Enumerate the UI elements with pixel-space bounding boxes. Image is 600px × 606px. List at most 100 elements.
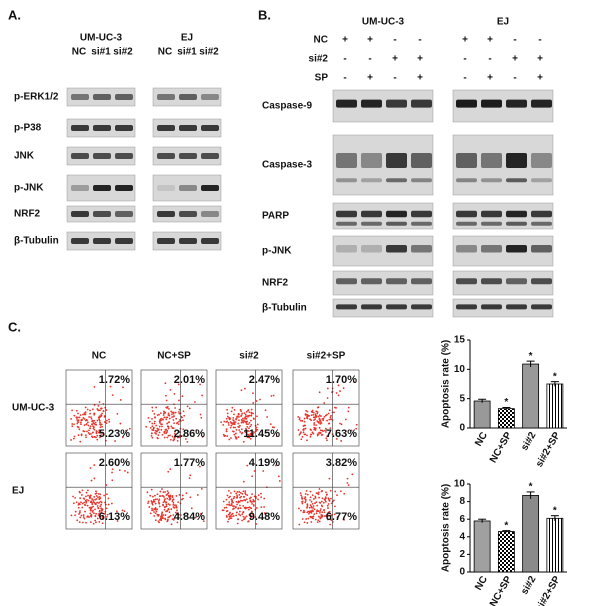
condition-sign: +	[537, 54, 543, 65]
flow-event	[80, 514, 83, 517]
flow-event	[314, 502, 316, 505]
flow-event	[312, 510, 314, 513]
flow-event	[222, 423, 225, 426]
flow-event	[355, 427, 358, 430]
flow-event	[174, 407, 177, 409]
scatter-dots	[70, 385, 131, 443]
flow-event	[323, 515, 326, 518]
flow-event	[309, 504, 312, 507]
flow-event	[326, 397, 329, 399]
flow-event	[111, 394, 114, 397]
bar	[522, 363, 540, 429]
flow-event	[177, 501, 180, 504]
flow-event	[153, 508, 156, 510]
flow-event	[96, 517, 99, 520]
flow-event	[168, 417, 171, 420]
flow-event	[237, 500, 240, 503]
flow-event	[250, 507, 253, 510]
flow-event	[79, 421, 82, 424]
flow-event	[96, 501, 98, 504]
group-label: UM-UC-3	[80, 33, 123, 44]
condition-sign: -	[463, 73, 466, 84]
flow-event	[148, 420, 151, 423]
flow-event	[175, 506, 178, 509]
flow-event	[170, 425, 173, 428]
lower-right-percent: 7.63%	[326, 428, 357, 440]
flow-event	[77, 434, 80, 437]
flow-event	[80, 501, 82, 504]
flow-event	[244, 493, 247, 496]
flow-event	[298, 417, 301, 419]
flow-event	[154, 512, 157, 515]
blot-band	[71, 211, 89, 217]
bar	[546, 517, 564, 573]
flow-event	[165, 416, 168, 419]
flow-event	[301, 518, 304, 520]
flow-event	[325, 431, 327, 433]
blot-band	[411, 99, 432, 108]
scatter-dots	[146, 465, 205, 526]
flow-event	[230, 517, 233, 520]
flow-event	[248, 421, 251, 424]
flow-event	[273, 426, 276, 429]
flow-event	[226, 509, 229, 512]
flow-event	[346, 477, 349, 480]
flow-event	[93, 496, 96, 498]
flow-event	[87, 431, 90, 434]
flow-event	[99, 493, 102, 496]
flow-event	[166, 431, 168, 434]
flow-event	[244, 516, 247, 519]
flow-event	[320, 514, 323, 516]
condition-sign: +	[367, 73, 373, 84]
panel-label: A.	[8, 7, 21, 22]
flow-event	[307, 517, 310, 520]
flow-event	[167, 492, 170, 494]
flow-event	[250, 411, 253, 414]
blot-band	[201, 211, 219, 217]
flow-event	[256, 423, 259, 426]
flow-event	[167, 508, 170, 510]
flow-event	[163, 436, 166, 439]
flow-event	[81, 506, 84, 509]
flow-event	[70, 418, 73, 420]
flow-event	[318, 501, 321, 504]
flow-event	[237, 436, 240, 438]
flow-event	[222, 433, 225, 436]
flow-event	[231, 406, 234, 409]
flow-event	[171, 427, 174, 429]
flow-event	[166, 497, 169, 500]
flow-event	[151, 406, 154, 409]
flow-event	[322, 419, 325, 422]
flow-event	[99, 500, 102, 503]
condition-sign: +	[417, 54, 423, 65]
flow-event	[182, 435, 185, 437]
flow-event	[334, 490, 337, 493]
flow-event	[176, 513, 178, 516]
flow-event	[159, 516, 162, 518]
flow-event	[312, 432, 315, 435]
flow-event	[240, 419, 243, 421]
upper-right-percent: 1.77%	[174, 457, 205, 469]
flow-event	[223, 506, 226, 509]
flow-event	[226, 415, 229, 418]
flow-event	[347, 406, 350, 409]
flow-event	[243, 496, 245, 498]
condition-sign: +	[537, 73, 543, 84]
flow-event	[328, 477, 331, 480]
blot-band	[531, 153, 552, 168]
flow-event	[162, 491, 165, 494]
flow-event	[252, 432, 254, 435]
flow-event	[170, 523, 173, 526]
flow-event	[237, 422, 240, 425]
flow-event	[241, 417, 244, 420]
flow-event	[309, 418, 311, 421]
flow-event	[353, 381, 356, 383]
flow-event	[77, 506, 80, 509]
flow-event	[229, 504, 232, 507]
flow-event	[100, 407, 103, 410]
flow-event	[150, 488, 153, 491]
flow-event	[92, 509, 94, 512]
flow-event	[244, 413, 247, 416]
flow-event	[310, 419, 313, 422]
flow-event	[158, 413, 160, 416]
